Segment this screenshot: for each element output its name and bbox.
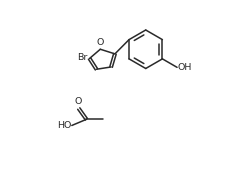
Text: Br: Br bbox=[78, 53, 88, 62]
Text: OH: OH bbox=[178, 63, 192, 72]
Text: HO: HO bbox=[57, 121, 71, 130]
Text: O: O bbox=[97, 38, 104, 47]
Text: O: O bbox=[74, 97, 82, 106]
